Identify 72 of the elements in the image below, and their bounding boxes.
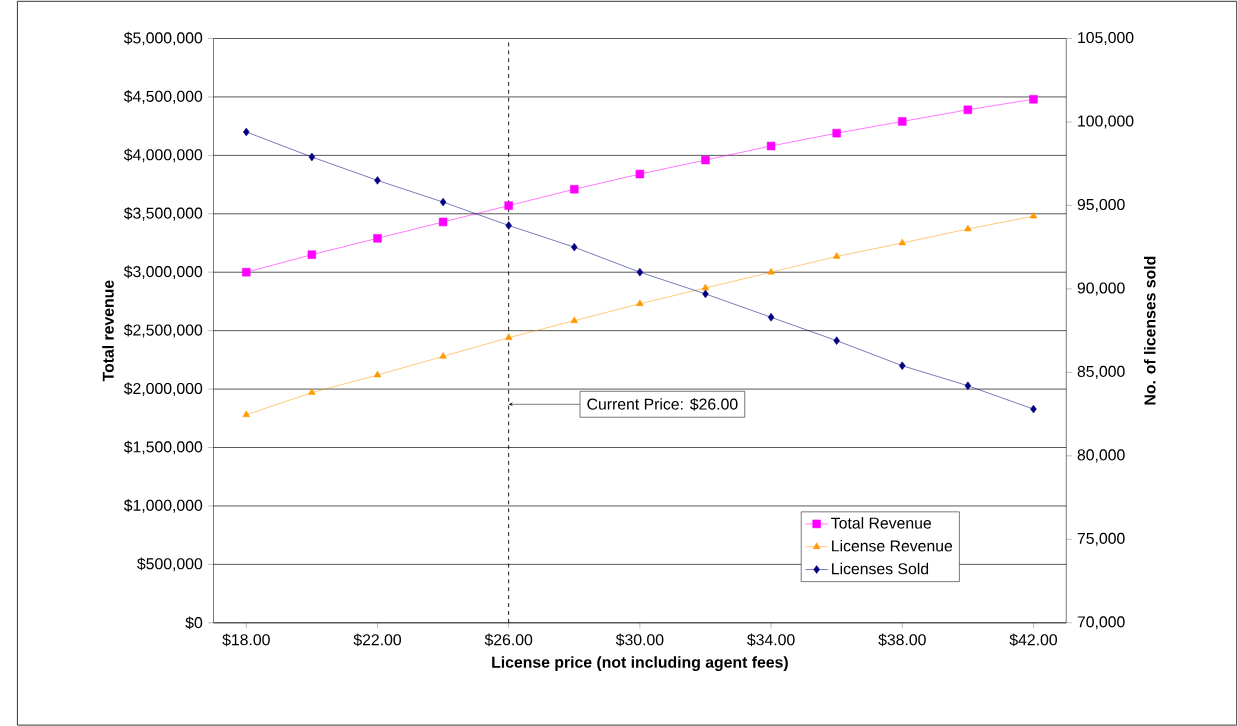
x-tick-label: $26.00 [484,633,533,647]
point [504,333,513,340]
point [374,175,381,185]
y-tick-label: $2,000,000 [123,382,203,396]
y-tick-label: $4,500,000 [123,89,203,104]
point [308,388,316,395]
point [702,289,709,298]
point [833,336,840,345]
point [439,197,447,207]
x-tick-label: $38.00 [878,633,926,647]
point [1029,94,1038,104]
point [243,127,250,136]
x-axis-title: License price (not including agent fees) [492,655,788,671]
y-tick-label: $1,500,000 [123,440,203,455]
annotation: Current Price: $26.00 [587,397,738,411]
point [767,267,775,275]
point [373,233,382,243]
point [571,242,578,252]
point [701,283,710,291]
point [898,238,906,246]
y2-tick-label: 100,000 [1078,115,1134,129]
y-tick-label: $2,500,000 [123,323,203,338]
point [832,128,841,138]
point [570,316,578,323]
point [636,299,644,306]
point [832,252,841,259]
x-tick-label: $22.00 [353,633,402,647]
point [767,312,775,322]
y-tick-label: $0 [185,616,203,629]
point [504,201,513,210]
y2-tick-label: 105,000 [1078,31,1134,45]
point [635,169,645,179]
point [1030,404,1037,414]
point [964,224,972,231]
point [898,117,907,126]
point [766,141,776,151]
point [964,381,972,390]
point [308,152,316,162]
y2-tick-label: 90,000 [1077,282,1125,296]
y-tick-label: $3,000,000 [123,265,203,279]
point [1029,211,1038,219]
y-tick-label: $3,500,000 [123,206,203,221]
y2-tick-label: 95,000 [1077,198,1125,212]
y-tick-label: $500,000 [137,557,203,572]
point [307,250,317,259]
y-tick-label: $5,000,000 [123,31,203,46]
point [636,267,644,277]
y-axis-title: Total revenue [102,280,114,381]
legend-label: Total Revenue [831,516,932,529]
y2-axis-title: No. of licenses sold [1143,256,1156,405]
point [570,184,579,194]
point [963,105,973,114]
y2-tick-label: 85,000 [1077,365,1125,379]
point [242,410,250,417]
point [438,217,448,226]
x-tick-label: $30.00 [615,633,664,647]
legend-label: License Revenue [832,539,953,552]
y2-tick-label: 70,000 [1077,616,1125,630]
x-tick-label: $42.00 [1009,633,1057,647]
y2-tick-label: 75,000 [1077,532,1125,546]
point [701,155,710,165]
x-tick-label: $18.00 [222,633,270,647]
x-tick-label: $34.00 [747,633,795,647]
y-tick-label: $1,000,000 [123,498,203,513]
point [899,361,906,370]
point [505,221,512,230]
point [439,351,447,359]
legend-label: Licenses Sold [832,562,929,575]
y-tick-label: $4,000,000 [123,148,203,162]
y2-tick-label: 80,000 [1077,449,1125,463]
point [373,370,382,378]
point [242,267,251,277]
